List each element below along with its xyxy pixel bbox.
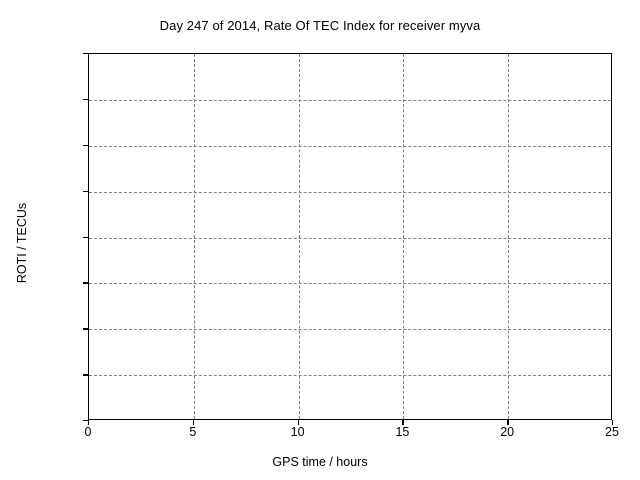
y-tick-mark <box>83 236 88 238</box>
x-tick-mark <box>192 420 195 425</box>
y-tick-mark <box>83 282 88 284</box>
x-tick-mark <box>88 420 90 425</box>
page-title: Day 247 of 2014, Rate Of TEC Index for r… <box>159 18 481 33</box>
x-tick-label: 0 <box>84 425 92 439</box>
x-tick-label: 20 <box>500 425 515 439</box>
x-tick-label: 10 <box>290 425 305 439</box>
x-tick-label: 5 <box>189 425 197 439</box>
y-tick-mark <box>83 53 88 55</box>
y-tick-mark <box>83 190 88 193</box>
x-tick-label: 25 <box>605 425 619 439</box>
x-tick-label: 15 <box>395 425 410 439</box>
x-axis-title: GPS time / hours <box>272 455 368 469</box>
x-tick-mark <box>612 420 614 425</box>
y-tick-mark <box>83 328 88 330</box>
x-tick-mark <box>402 420 404 425</box>
x-tick-mark <box>507 420 509 425</box>
y-tick-mark <box>83 374 88 376</box>
scatter-points <box>89 54 611 419</box>
x-tick-mark <box>297 420 299 425</box>
y-tick-mark <box>83 144 88 147</box>
y-axis-title: ROTI / TECUs <box>15 202 29 284</box>
y-tick-mark <box>83 98 88 101</box>
y-tick-mark <box>83 420 88 422</box>
plot-area <box>88 53 612 420</box>
